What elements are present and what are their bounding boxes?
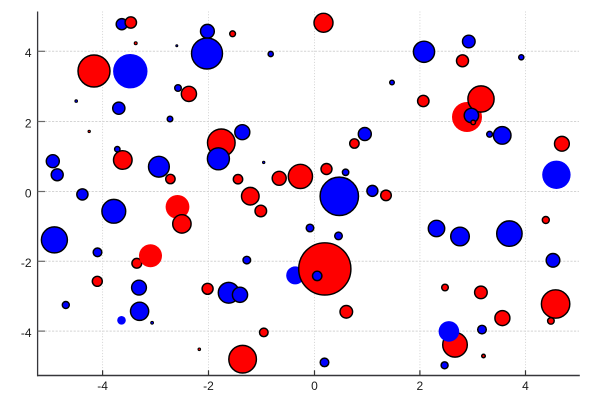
svg-text:-2: -2 xyxy=(21,256,32,270)
svg-text:4: 4 xyxy=(522,379,529,393)
svg-text:-4: -4 xyxy=(21,326,32,340)
svg-text:0: 0 xyxy=(25,186,32,200)
svg-text:-4: -4 xyxy=(97,379,108,393)
svg-text:0: 0 xyxy=(311,379,318,393)
svg-text:4: 4 xyxy=(25,46,32,60)
svg-text:-2: -2 xyxy=(203,379,214,393)
svg-text:2: 2 xyxy=(417,379,424,393)
svg-text:2: 2 xyxy=(25,116,32,130)
